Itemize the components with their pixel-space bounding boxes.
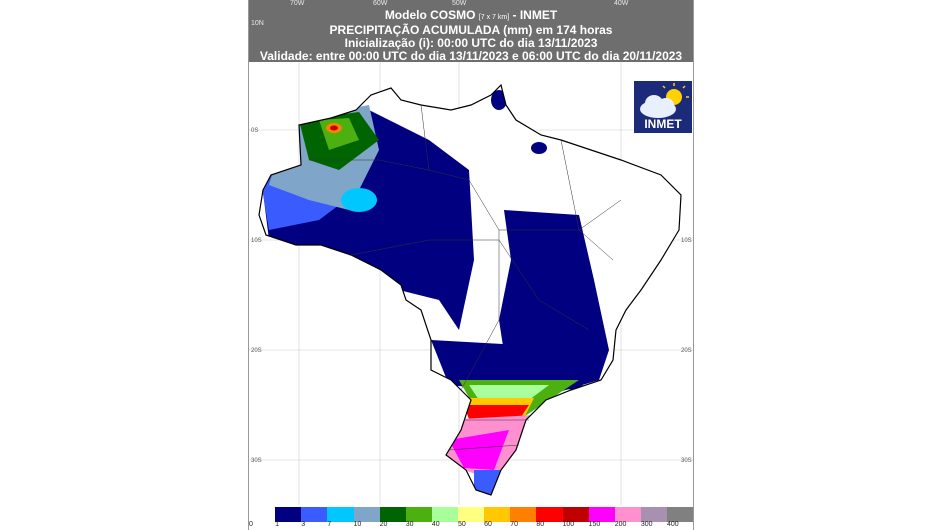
legend-swatch xyxy=(667,507,694,522)
lat-label: 10N xyxy=(251,20,264,27)
lat-label: 20S xyxy=(251,348,262,354)
precipitation-map: 0S 10S 20S 30S 10S 20S 30S xyxy=(249,0,693,505)
model-name: Modelo COSMO xyxy=(384,8,476,22)
legend-label: 100 xyxy=(562,521,575,528)
color-legend xyxy=(249,507,694,523)
legend-label: 200 xyxy=(614,521,627,528)
lon-label: 70W xyxy=(290,0,305,7)
initialization-text: Inicialização (i): 00:00 UTC do dia 13/1… xyxy=(344,36,598,50)
lon-label: 60W xyxy=(373,0,388,7)
map-figure: 0S 10S 20S 30S 10S 20S 30S xyxy=(248,0,694,530)
legend-swatch xyxy=(353,507,380,522)
legend-swatch xyxy=(510,507,537,522)
legend-label: 30 xyxy=(405,521,414,528)
legend-label: 50 xyxy=(458,521,466,528)
legend-swatch xyxy=(588,507,615,522)
lat-label-right: 20S xyxy=(681,348,692,354)
state-borders xyxy=(309,104,622,451)
legend-swatch xyxy=(614,507,641,522)
legend-swatch xyxy=(379,507,406,522)
lat-label: 10S xyxy=(251,238,262,244)
legend-swatch xyxy=(327,507,354,522)
legend-label: 150 xyxy=(588,521,601,528)
legend-label: 300 xyxy=(640,521,653,528)
lon-label: 40W xyxy=(614,0,629,7)
logo-text: INMET xyxy=(644,117,682,131)
legend-swatch xyxy=(275,507,302,522)
validity-text: Validade: entre 00:00 UTC do dia 13/11/2… xyxy=(259,49,683,63)
legend-label: 0 xyxy=(249,521,253,528)
map-title: PRECIPITAÇÃO ACUMULADA (mm) em 174 horas xyxy=(329,23,613,37)
legend-label: 1 xyxy=(275,521,280,528)
legend-labels: 0 1 3 7 10 20 30 40 50 60 70 80 100 150 200 300 400 xyxy=(249,521,693,530)
legend-swatch xyxy=(431,507,458,522)
model-source: - INMET xyxy=(512,8,558,22)
lat-label-right: 10S xyxy=(681,238,692,244)
legend-swatch xyxy=(536,507,563,522)
legend-label: 7 xyxy=(327,521,332,528)
lon-label: 50W xyxy=(452,0,467,7)
precipitation-fields xyxy=(259,85,681,495)
top-axis-labels: 70W 60W 50W 40W 10N xyxy=(249,0,693,62)
lat-label: 0S xyxy=(251,128,258,134)
legend-label: 80 xyxy=(536,521,545,528)
legend-label: 10 xyxy=(353,521,362,528)
legend-swatch xyxy=(405,507,432,522)
legend-swatch xyxy=(640,507,667,522)
legend-swatch xyxy=(562,507,589,522)
model-resolution: [7 x 7 km] xyxy=(478,14,510,21)
cloud-sun-icon xyxy=(640,83,689,118)
lat-label-right: 30S xyxy=(681,458,692,464)
legend-label: 3 xyxy=(301,521,306,528)
legend-label: 40 xyxy=(431,521,440,528)
lat-label: 30S xyxy=(251,458,262,464)
legend-label: 60 xyxy=(484,521,492,528)
legend-swatch xyxy=(458,507,485,522)
legend-label: 70 xyxy=(510,521,519,528)
map-header: Modelo COSMO [7 x 7 km] - INMET PRECIPIT… xyxy=(249,0,693,63)
legend-swatch xyxy=(301,507,328,522)
legend-label: 400 xyxy=(667,521,679,528)
legend-swatch xyxy=(249,507,276,522)
legend-swatch xyxy=(484,507,511,522)
inmet-logo: INMET xyxy=(633,80,693,134)
legend-label: 20 xyxy=(379,521,388,528)
